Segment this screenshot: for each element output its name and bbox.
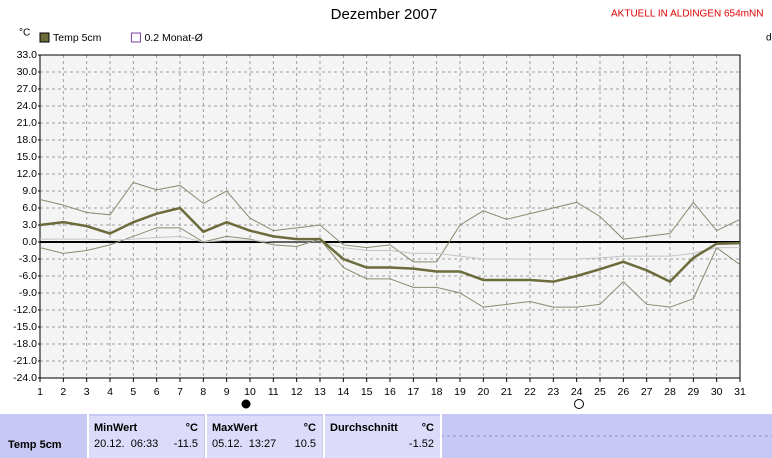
x-tick-label: 16 — [384, 386, 396, 398]
y-tick-label: -24.0 — [13, 372, 37, 384]
y-tick-label: 9.0 — [22, 185, 37, 197]
x-tick-label: 30 — [711, 386, 723, 398]
y-tick-label: 18.0 — [17, 134, 38, 146]
x-tick-label: 4 — [107, 386, 113, 398]
x-tick-label: 5 — [130, 386, 136, 398]
y-tick-label: -6.0 — [19, 270, 37, 282]
cell-unit: °C — [304, 422, 316, 434]
cell-unit: °C — [186, 422, 198, 434]
series-line — [39, 206, 741, 284]
x-tick-label: 2 — [60, 386, 66, 398]
y-tick-label: 12.0 — [17, 168, 38, 180]
stats-cell — [88, 416, 204, 458]
cell-title: MaxWert — [212, 422, 258, 434]
stats-table: Temp 5cm MinWert °C 20.12. 06:33 -11.5 MaxWe… — [0, 414, 772, 458]
y-tick-label: -18.0 — [13, 338, 37, 350]
cell-value: -1.52 — [409, 438, 434, 450]
x-tick-label: 28 — [664, 386, 676, 398]
y-tick-label: -21.0 — [13, 355, 37, 367]
moon-new — [241, 399, 251, 409]
legend-label: Temp 5cm — [53, 32, 102, 44]
x-tick-label: 7 — [177, 386, 183, 398]
x-tick-label: 12 — [291, 386, 303, 398]
x-tick-label: 15 — [361, 386, 373, 398]
plot-area — [40, 55, 740, 378]
x-tick-label: 21 — [501, 386, 513, 398]
series-line — [40, 235, 740, 260]
y-tick-label: 33.0 — [17, 49, 38, 61]
x-tick-label: 17 — [407, 386, 419, 398]
y-axis-label: °C — [19, 28, 30, 39]
y-tick-label: 27.0 — [17, 83, 38, 95]
y-tick-label: -3.0 — [19, 253, 37, 265]
x-tick-label: 20 — [477, 386, 489, 398]
x-tick-label: 23 — [547, 386, 559, 398]
stats-label: Temp 5cm — [8, 439, 62, 451]
y-tick-label: -9.0 — [19, 287, 37, 299]
x-tick-label: 27 — [641, 386, 653, 398]
legend-swatch — [130, 32, 141, 43]
x-tick-label: 26 — [617, 386, 629, 398]
cell-value: -11.5 — [174, 438, 198, 450]
y-tick-label: 30.0 — [17, 66, 38, 78]
cell-unit: °C — [422, 422, 434, 434]
x-tick-label: 6 — [154, 386, 160, 398]
moon-full — [574, 399, 584, 409]
y-tick-label: 15.0 — [17, 151, 38, 163]
chart-title: Dezember 2007 — [331, 6, 438, 23]
x-tick-label: 24 — [571, 386, 583, 398]
x-tick-label: 18 — [431, 386, 443, 398]
x-tick-label: 8 — [200, 386, 206, 398]
x-tick-label: 13 — [314, 386, 326, 398]
x-tick-label: 19 — [454, 386, 466, 398]
x-tick-label: 14 — [337, 386, 349, 398]
plot-border — [39, 54, 741, 379]
series-line — [39, 227, 741, 308]
x-tick-label: 10 — [244, 386, 256, 398]
x-axis-label: d — [766, 33, 772, 44]
x-tick-label: 25 — [594, 386, 606, 398]
y-tick-label: 24.0 — [17, 100, 38, 112]
series-line — [39, 181, 741, 263]
stats-cell — [324, 416, 440, 458]
cell-value: 10.5 — [295, 438, 316, 450]
x-tick-label: 9 — [224, 386, 230, 398]
y-tick-label: 0.0 — [22, 236, 37, 248]
x-tick-label: 11 — [268, 386, 279, 398]
x-tick-label: 22 — [524, 386, 536, 398]
x-tick-label: 31 — [734, 386, 746, 398]
cell-title: MinWert — [94, 422, 138, 434]
y-tick-label: 6.0 — [22, 202, 37, 214]
stats-cell — [206, 416, 322, 458]
legend-swatch — [39, 32, 50, 43]
x-tick-label: 1 — [37, 386, 43, 398]
y-tick-label: -15.0 — [13, 321, 37, 333]
cell-title: Durchschnitt — [330, 422, 398, 434]
y-tick-label: 21.0 — [17, 117, 38, 129]
cell-time: 05.12. 13:27 — [212, 438, 276, 450]
legend-label: 0.2 Monat-Ø — [144, 32, 202, 44]
x-tick-label: 29 — [687, 386, 699, 398]
y-tick-label: -12.0 — [13, 304, 37, 316]
cell-time: 20.12. 06:33 — [94, 438, 158, 450]
y-tick-label: 3.0 — [22, 219, 37, 231]
x-tick-label: 3 — [84, 386, 90, 398]
annotation: AKTUELL IN ALDINGEN 654mNN — [611, 9, 763, 20]
